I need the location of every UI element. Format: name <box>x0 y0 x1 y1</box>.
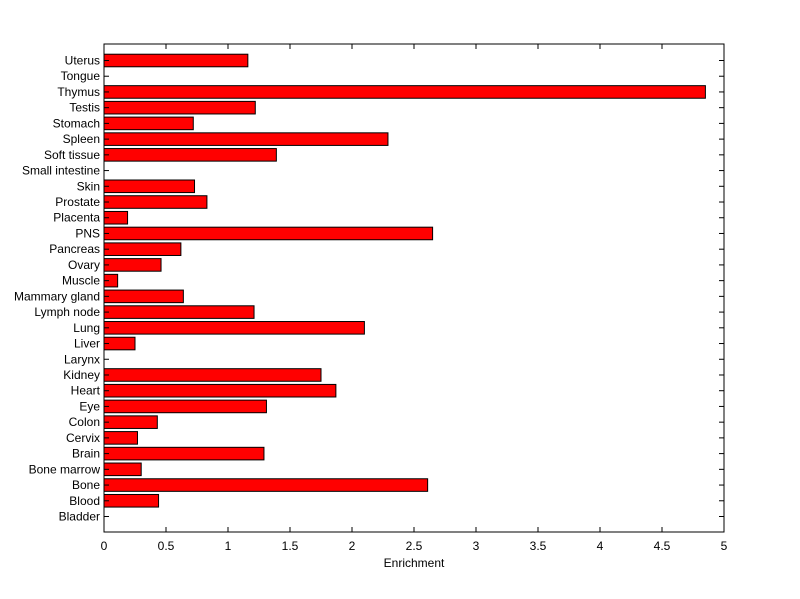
x-tick-label: 0.5 <box>158 539 175 553</box>
y-tick-label: Tongue <box>61 69 101 83</box>
y-tick-label: Bladder <box>59 510 100 524</box>
x-tick-label: 2 <box>349 539 356 553</box>
y-tick-label: Cervix <box>66 431 100 445</box>
x-tick-label: 1.5 <box>282 539 299 553</box>
bar-soft-tissue <box>103 148 277 162</box>
y-tick-label: Placenta <box>53 211 100 225</box>
y-tick-label: Mammary gland <box>14 289 100 303</box>
y-tick-label: Ovary <box>68 258 100 272</box>
x-tick-label: 3.5 <box>530 539 547 553</box>
bar-uterus <box>103 53 249 68</box>
bar-bone <box>103 478 429 492</box>
x-tick-label: 0 <box>101 539 108 553</box>
x-tick-label: 5 <box>721 539 728 553</box>
y-tick-label: Blood <box>69 494 100 508</box>
y-tick-label: Bone marrow <box>29 462 101 476</box>
bar-ovary <box>103 258 162 272</box>
y-tick-label: Pancreas <box>49 242 100 256</box>
bar-lung <box>103 321 365 335</box>
x-tick-label: 4.5 <box>654 539 671 553</box>
y-tick-label: Skin <box>77 179 100 193</box>
bar-heart <box>103 383 337 398</box>
bar-kidney <box>103 368 322 382</box>
y-tick-label: Spleen <box>63 132 100 146</box>
bar-testis <box>103 100 256 115</box>
y-tick-label: Soft tissue <box>44 148 100 162</box>
y-tick-label: Uterus <box>65 54 100 68</box>
y-tick-label: PNS <box>75 226 100 240</box>
bar-bone-marrow <box>103 462 142 477</box>
y-tick-label: Thymus <box>57 85 100 99</box>
y-tick-label: Liver <box>74 337 100 351</box>
y-tick-label: Muscle <box>62 274 100 288</box>
y-tick-label: Testis <box>69 101 100 115</box>
y-tick-label: Lung <box>73 321 100 335</box>
y-tick-label: Colon <box>69 415 100 429</box>
y-tick-label: Larynx <box>64 352 100 366</box>
x-axis-title: Enrichment <box>384 556 445 570</box>
bar-mammary-gland <box>103 289 184 304</box>
bar-blood <box>103 493 160 508</box>
bar-colon <box>103 415 158 429</box>
bar-pns <box>103 226 434 241</box>
bars-group <box>103 53 706 508</box>
y-tick-label: Bone <box>72 478 100 492</box>
y-tick-label: Eye <box>79 399 100 413</box>
y-tick-label: Prostate <box>55 195 100 209</box>
bar-cervix <box>103 431 138 445</box>
x-tick-label: 4 <box>597 539 604 553</box>
bar-stomach <box>103 116 194 131</box>
bar-eye <box>103 399 267 414</box>
bar-lymph-node <box>103 305 255 319</box>
y-tick-label: Heart <box>71 384 101 398</box>
bar-pancreas <box>103 242 182 256</box>
x-axis: 0 0.5 1 1.5 2 2.5 3 3.5 4 4.5 5 <box>101 44 728 553</box>
bar-spleen <box>103 132 389 146</box>
bar-thymus <box>103 85 706 99</box>
x-tick-label: 2.5 <box>406 539 423 553</box>
x-tick-label: 3 <box>473 539 480 553</box>
y-tick-label: Lymph node <box>34 305 100 319</box>
y-tick-label: Brain <box>72 447 100 461</box>
bar-prostate <box>103 195 208 209</box>
y-tick-label: Small intestine <box>22 164 100 178</box>
y-tick-label: Kidney <box>63 368 100 382</box>
bar-brain <box>103 446 265 461</box>
bar-skin <box>103 179 196 194</box>
y-tick-label: Stomach <box>53 116 100 130</box>
x-tick-label: 1 <box>225 539 232 553</box>
